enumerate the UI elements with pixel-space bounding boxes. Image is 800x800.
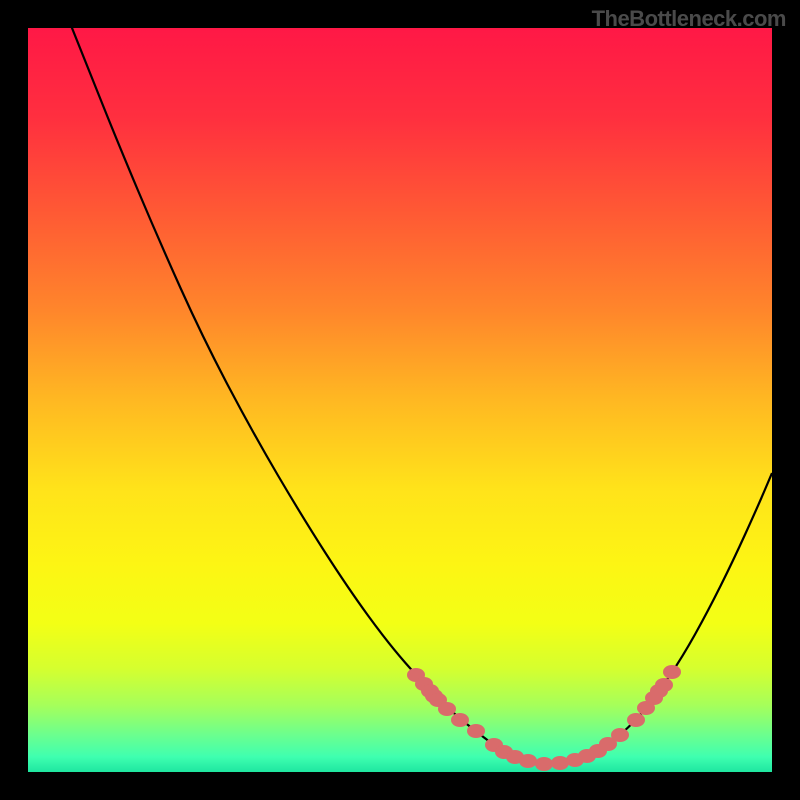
data-dot: [551, 756, 569, 770]
data-dots: [407, 665, 681, 771]
data-dot: [438, 702, 456, 716]
data-dot: [655, 678, 673, 692]
plot-area: [28, 28, 772, 772]
chart-frame: TheBottleneck.com: [0, 0, 800, 800]
data-dot: [467, 724, 485, 738]
curve-layer: [28, 28, 772, 772]
data-dot: [627, 713, 645, 727]
bottleneck-curve: [68, 28, 772, 764]
data-dot: [611, 728, 629, 742]
data-dot: [451, 713, 469, 727]
data-dot: [519, 754, 537, 768]
data-dot: [535, 757, 553, 771]
data-dot: [663, 665, 681, 679]
